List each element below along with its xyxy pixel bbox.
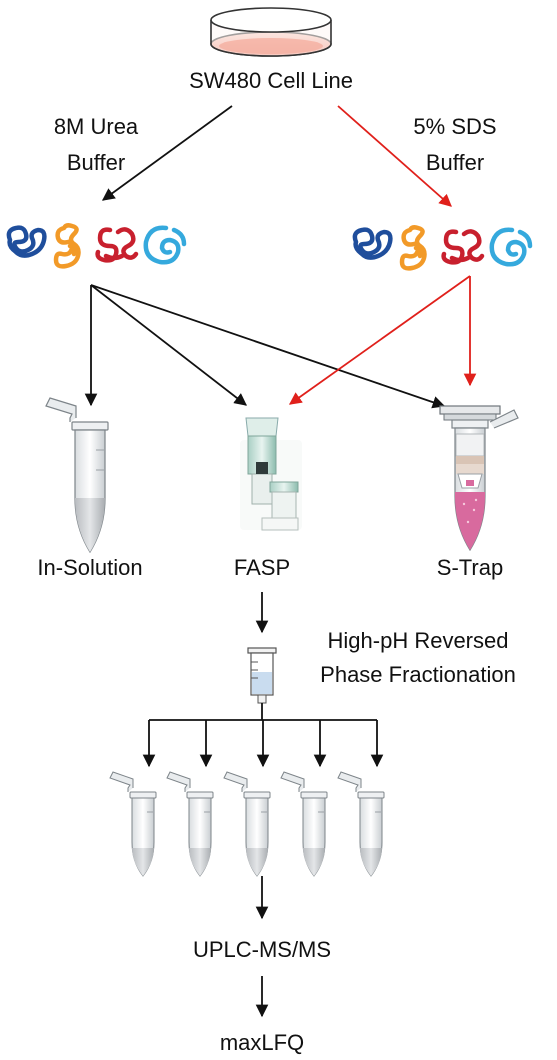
fraction-tube-icon	[166, 771, 214, 877]
urea-buffer-line1: 8M Urea	[53, 114, 139, 139]
in-solution-tube-icon	[45, 397, 109, 553]
protein-cluster-sds	[355, 227, 530, 268]
fraction-tube-icon	[337, 771, 385, 877]
arrow-source-to-sds	[337, 105, 452, 207]
s-trap-label: S-Trap	[436, 555, 504, 580]
maxlfq-label: maxLFQ	[219, 1030, 305, 1055]
protein-cluster-urea	[9, 225, 184, 266]
fasp-filter-icon	[240, 417, 302, 531]
sds-buffer-label: 5% SDS Buffer	[395, 114, 515, 176]
uplc-label: UPLC-MS/MS	[192, 937, 332, 962]
petri-dish-icon	[210, 7, 332, 57]
sds-buffer-line2: Buffer	[425, 150, 485, 175]
in-solution-label: In-Solution	[37, 555, 143, 580]
arrow-urea-to-fasp	[90, 284, 247, 406]
s-trap-column-icon	[439, 405, 519, 552]
fraction-tube-icon	[223, 771, 271, 877]
fraction-splitter	[149, 703, 377, 721]
arrow-urea-to-strap	[90, 284, 446, 409]
fractionation-line1: High-pH Reversed	[327, 628, 509, 653]
fraction-tube-icon	[280, 771, 328, 877]
hplc-column-icon	[247, 647, 277, 704]
fractionation-label: High-pH Reversed Phase Fractionation	[298, 628, 538, 688]
arrow-sds-to-fasp	[288, 275, 471, 405]
source-label: SW480 Cell Line	[189, 68, 353, 93]
fraction-tube-icon	[109, 771, 157, 877]
arrow-source-to-urea	[101, 105, 233, 201]
fractionation-line2: Phase Fractionation	[320, 662, 516, 687]
sds-buffer-line1: 5% SDS	[413, 114, 497, 139]
fasp-label: FASP	[233, 555, 291, 580]
urea-buffer-line2: Buffer	[66, 150, 126, 175]
urea-buffer-label: 8M Urea Buffer	[36, 114, 156, 176]
